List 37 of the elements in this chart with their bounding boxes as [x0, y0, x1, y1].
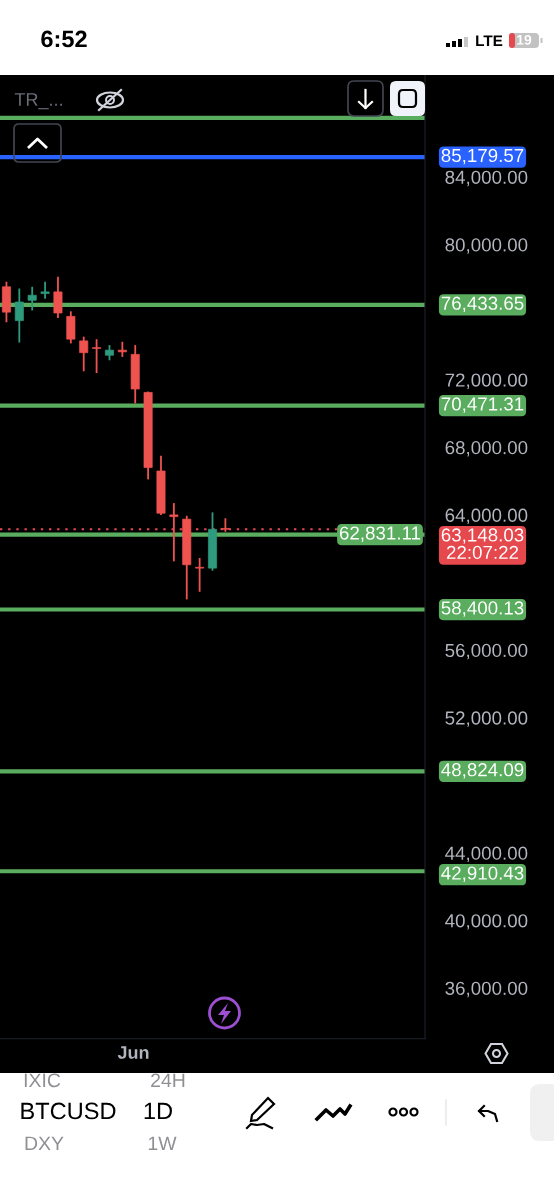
ref-line-label: 63,148.03 22:07:22: [441, 528, 524, 560]
y-tick-label: 40,000.00: [445, 914, 528, 930]
candlestick: [14, 287, 24, 344]
text: 19: [517, 34, 532, 45]
text: DXY: [25, 1136, 64, 1151]
candlestick: [27, 285, 37, 312]
candlestick: [92, 338, 102, 374]
y-tick-label: 80,000.00: [445, 238, 528, 254]
ref-line-label: 58,400.13: [441, 601, 524, 617]
y-tick-label: 64,000.00: [445, 508, 528, 525]
text: 6:52: [41, 30, 87, 48]
text: LTE: [476, 35, 503, 46]
text: IXIC: [24, 1073, 61, 1088]
candlestick: [195, 557, 205, 593]
ref-line-label: 76,433.65: [441, 296, 524, 313]
ref-line-label: 62,831.11: [339, 526, 421, 542]
y-tick-label: 68,000.00: [445, 441, 528, 457]
ref-line-label: 42,910.43: [441, 866, 524, 882]
y-tick-label: 72,000.00: [445, 373, 528, 389]
candlestick: [53, 275, 63, 319]
text: 1W: [148, 1136, 177, 1151]
y-tick-label: 84,000.00: [445, 170, 528, 187]
candlestick: [66, 310, 76, 345]
y-tick-label: 56,000.00: [445, 643, 528, 660]
ref-line-label: 85,179.57: [441, 148, 524, 165]
ref-line-label: 70,471.31: [441, 397, 524, 413]
candlestick: [79, 335, 89, 373]
ref-line-label: 48,824.09: [441, 763, 524, 779]
candlestick: [40, 280, 50, 300]
text: BTCUSD: [21, 1102, 116, 1120]
text: Jun: [117, 1046, 149, 1059]
y-tick-label: 44,000.00: [445, 846, 528, 863]
y-tick-label: 52,000.00: [445, 711, 528, 727]
y-tick-label: 36,000.00: [445, 981, 528, 998]
text: 24H: [151, 1073, 185, 1088]
annotation: TR_...: [14, 93, 62, 110]
text: 1D: [144, 1102, 172, 1120]
